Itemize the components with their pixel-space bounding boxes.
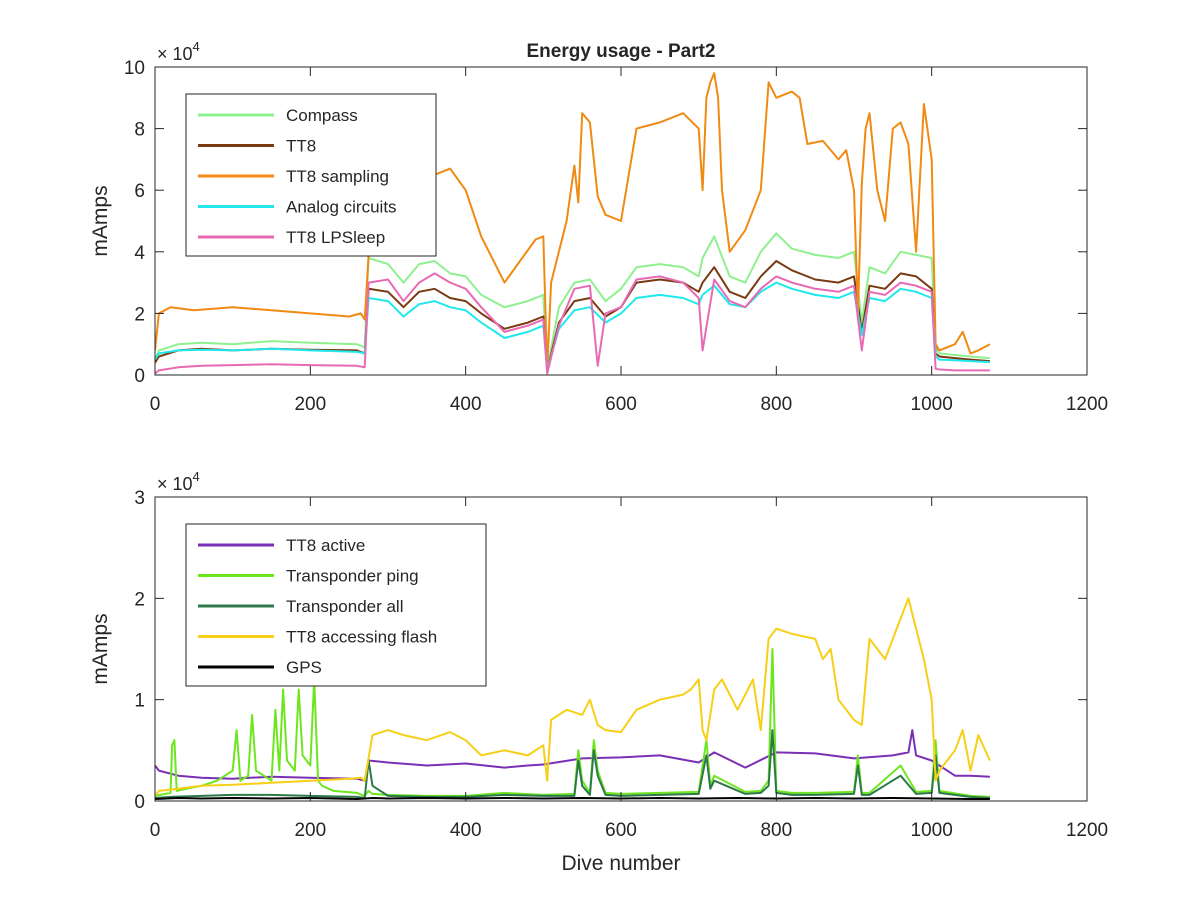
legend-label-tt8: TT8 bbox=[286, 137, 316, 156]
chart-title: Energy usage - Part2 bbox=[526, 41, 715, 62]
y-tick-label: 0 bbox=[134, 792, 145, 813]
x-tick-label: 1200 bbox=[1066, 820, 1108, 841]
series-line-tt8-active bbox=[155, 729, 990, 782]
series-group bbox=[155, 72, 991, 375]
y-tick-label: 3 bbox=[134, 488, 145, 509]
legend-label-transponder-all: Transponder all bbox=[286, 597, 404, 616]
y-axis-label: mAmps bbox=[89, 185, 112, 256]
y-tick-label: 10 bbox=[124, 58, 145, 79]
y-exponent-base: × 10 bbox=[157, 44, 193, 64]
y-exponent-power: 4 bbox=[193, 39, 200, 54]
x-tick-label: 600 bbox=[605, 820, 637, 841]
x-tick-label: 800 bbox=[760, 394, 792, 415]
x-tick-label: 200 bbox=[294, 820, 326, 841]
x-axis-label: Dive number bbox=[561, 852, 680, 875]
y-exponent-label: × 104 bbox=[157, 39, 200, 64]
series-line-tt8-lpsleep bbox=[155, 272, 990, 375]
x-tick-label: 200 bbox=[294, 394, 326, 415]
series-line-gps bbox=[155, 797, 990, 800]
x-tick-label: 400 bbox=[450, 394, 482, 415]
legend-label-analog-circuits: Analog circuits bbox=[286, 198, 397, 217]
y-tick-label: 4 bbox=[134, 243, 145, 264]
y-exponent-power: 4 bbox=[193, 469, 200, 484]
legend-label-tt8-active: TT8 active bbox=[286, 536, 365, 555]
y-tick-label: 1 bbox=[134, 691, 145, 712]
y-tick-label: 2 bbox=[134, 589, 145, 610]
y-tick-label: 6 bbox=[134, 181, 145, 202]
legend: TT8 active Transponder ping Transponder al… bbox=[185, 523, 487, 687]
y-tick-label: 0 bbox=[134, 366, 145, 387]
series-line-transponder-all bbox=[155, 729, 990, 799]
legend-label-compass: Compass bbox=[286, 106, 358, 125]
legend: Compass TT8 TT8 sampling Analog circuits TT8… bbox=[185, 93, 437, 257]
legend-label-tt8-accessing-flash: TT8 accessing flash bbox=[286, 628, 437, 647]
x-tick-label: 400 bbox=[450, 820, 482, 841]
legend-label-gps: GPS bbox=[286, 658, 322, 677]
series-line-tt8-accessing-flash bbox=[155, 597, 991, 797]
y-tick-label: 8 bbox=[134, 120, 145, 141]
x-tick-label: 0 bbox=[150, 820, 161, 841]
x-tick-label: 0 bbox=[150, 394, 161, 415]
y-exponent-label: × 104 bbox=[157, 469, 200, 494]
x-tick-label: 600 bbox=[605, 394, 637, 415]
legend-label-tt8-lpsleep: TT8 LPSleep bbox=[286, 228, 385, 247]
legend-label-tt8-sampling: TT8 sampling bbox=[286, 167, 389, 186]
y-exponent-base: × 10 bbox=[157, 474, 193, 494]
x-tick-label: 800 bbox=[760, 820, 792, 841]
bottom-axes: 0 200 400 600 800 1000 1200 0 1 2 3 × 104 mAmps Dive … bbox=[89, 469, 1108, 875]
legend-label-transponder-ping: Transponder ping bbox=[286, 567, 419, 586]
y-tick-label: 2 bbox=[134, 304, 145, 325]
x-tick-label: 1200 bbox=[1066, 394, 1108, 415]
y-axis-label: mAmps bbox=[89, 613, 112, 684]
x-tick-label: 1000 bbox=[911, 820, 953, 841]
x-tick-label: 1000 bbox=[911, 394, 953, 415]
